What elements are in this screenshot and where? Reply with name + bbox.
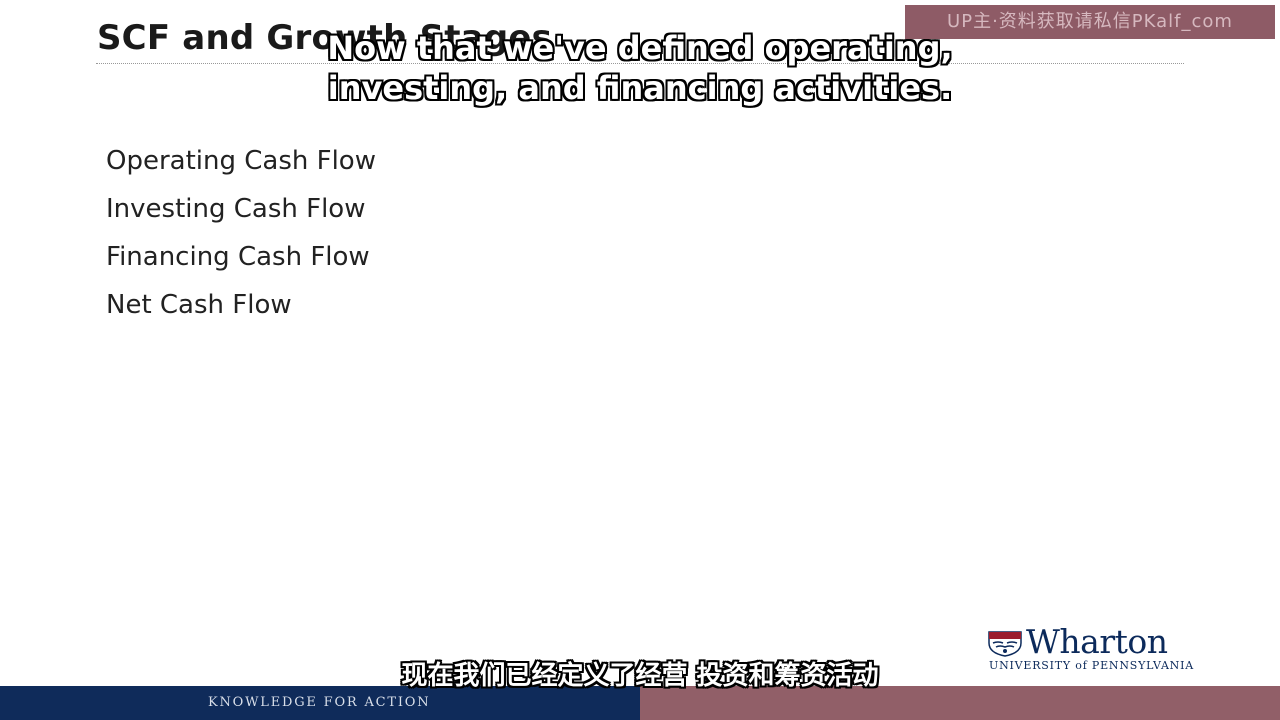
bullet-investing-cash-flow: Investing Cash Flow xyxy=(106,194,366,224)
wharton-logo: Wharton UNIVERSITY of PENNSYLVANIA xyxy=(988,622,1198,674)
watermark-banner: UP主·资料获取请私信PKalf_com xyxy=(905,5,1275,39)
footer-band-right xyxy=(640,686,1280,720)
english-subtitle: Now that we've defined operating, invest… xyxy=(300,28,980,108)
bullet-financing-cash-flow: Financing Cash Flow xyxy=(106,242,370,272)
english-subtitle-line-2: investing, and financing activities. xyxy=(327,69,953,107)
bullet-net-cash-flow: Net Cash Flow xyxy=(106,290,292,320)
logo-subtitle: UNIVERSITY of PENNSYLVANIA xyxy=(989,659,1194,672)
slide-title: SCF and Growth Stages xyxy=(97,18,553,58)
chinese-subtitle: 现在我们已经定义了经营 投资和筹资活动 xyxy=(401,661,879,691)
penn-shield-icon xyxy=(988,631,1022,657)
title-divider xyxy=(96,63,1184,64)
footer-band-left xyxy=(0,686,640,720)
bullet-operating-cash-flow: Operating Cash Flow xyxy=(106,146,376,176)
bullet-list: Operating Cash Flow Investing Cash Flow … xyxy=(106,140,376,332)
english-subtitle-line-1: Now that we've defined operating, xyxy=(327,29,953,67)
logo-wordmark: Wharton xyxy=(1026,622,1168,661)
footer-tagline: KNOWLEDGE FOR ACTION xyxy=(208,695,431,710)
